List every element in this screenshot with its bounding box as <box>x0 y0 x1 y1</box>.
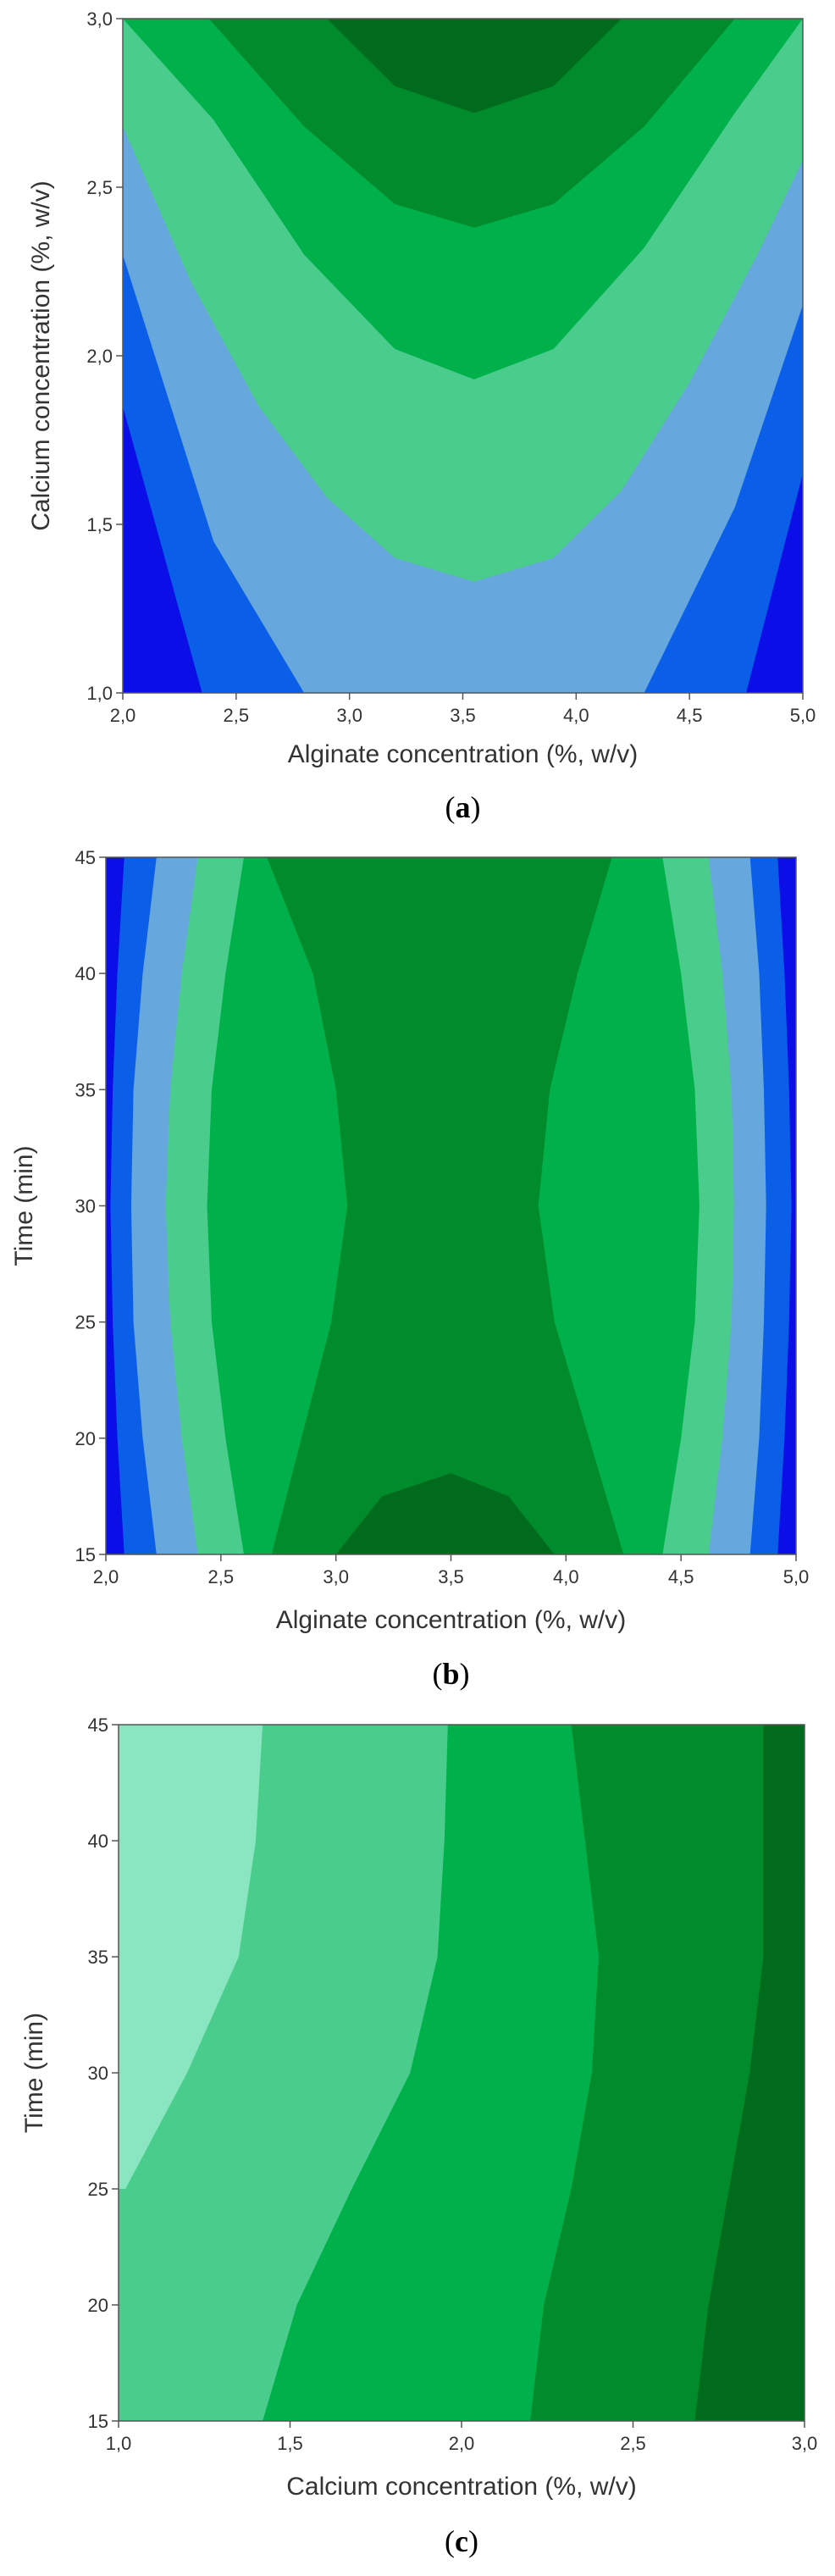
y-tick-label: 30 <box>75 1196 96 1217</box>
contour-band <box>335 1473 555 1554</box>
x-tick-label: 1,0 <box>106 2433 132 2454</box>
contour-band <box>326 19 622 114</box>
y-tick-label: 15 <box>88 2411 108 2432</box>
x-tick-label: 2,5 <box>208 1566 235 1587</box>
x-tick-label: 2,0 <box>93 1566 119 1587</box>
x-tick-label: 4,5 <box>668 1566 694 1587</box>
y-tick-label: 40 <box>88 1831 108 1852</box>
y-tick-label: 15 <box>75 1544 96 1565</box>
panel-label: (b) <box>432 1657 469 1691</box>
x-axis-title: Alginate concentration (%, w/v) <box>276 1606 627 1634</box>
contour-plot-a: 2,0 2,5 3,0 3,5 4,0 4,5 5,0 1,0 1,5 2,0 2,5 3,0 Algi… <box>27 8 816 824</box>
x-axis-title: Calcium concentration (%, w/v) <box>286 2473 636 2501</box>
x-tick-label: 3,0 <box>336 705 362 726</box>
y-tick-label: 20 <box>75 1428 96 1449</box>
y-axis-title: Time (min) <box>10 1145 38 1266</box>
contour-band <box>787 1725 805 1957</box>
contour-band <box>694 1725 805 2421</box>
x-tick-label: 1,5 <box>277 2433 303 2454</box>
y-tick-label: 1,0 <box>86 683 113 704</box>
contour-plot-b: 2,0 2,5 3,0 3,5 4,0 4,5 5,0 15 20 25 30 35 40 45 Algin… <box>10 847 809 1691</box>
x-tick-label: 2,0 <box>110 705 136 726</box>
y-tick-label: 45 <box>75 847 96 868</box>
x-tick-label: 3,0 <box>323 1566 349 1587</box>
x-tick-label: 4,5 <box>677 705 703 726</box>
y-axis-title: Calcium concentration (%, w/v) <box>27 180 55 530</box>
y-tick-label: 25 <box>75 1312 96 1333</box>
y-tick-label: 40 <box>75 963 96 984</box>
x-tick-label: 3,5 <box>438 1566 464 1587</box>
y-tick-label: 2,0 <box>86 346 113 367</box>
y-tick-label: 1,5 <box>86 514 113 535</box>
y-tick-label: 35 <box>75 1079 96 1100</box>
y-tick-label: 35 <box>88 1947 108 1968</box>
contour-band <box>119 1725 263 2189</box>
y-tick-label: 2,5 <box>86 177 113 198</box>
x-tick-label: 2,5 <box>620 2433 646 2454</box>
x-tick-label: 2,5 <box>224 705 250 726</box>
x-tick-label: 4,0 <box>553 1566 579 1587</box>
y-tick-label: 3,0 <box>86 8 113 30</box>
x-tick-label: 3,0 <box>792 2433 818 2454</box>
contour-plot-c: 1,0 1,5 2,0 2,5 3,0 15 20 25 30 35 40 45 Calcium con… <box>20 1715 817 2558</box>
panel-label: (a) <box>445 790 481 824</box>
x-axis-title: Alginate concentration (%, w/v) <box>288 740 639 768</box>
x-tick-label: 2,0 <box>449 2433 475 2454</box>
y-axis-title: Time (min) <box>20 2013 48 2133</box>
y-tick-label: 25 <box>88 2179 108 2200</box>
contour-band <box>208 19 735 228</box>
panel-label: (c) <box>445 2524 478 2558</box>
x-tick-label: 3,5 <box>450 705 476 726</box>
x-tick-label: 4,0 <box>563 705 589 726</box>
y-tick-label: 45 <box>88 1715 108 1736</box>
y-tick-label: 20 <box>88 2295 108 2316</box>
x-tick-label: 5,0 <box>783 1566 810 1587</box>
x-tick-label: 5,0 <box>790 705 816 726</box>
y-tick-label: 30 <box>88 2063 108 2084</box>
contour-band <box>267 857 624 1554</box>
